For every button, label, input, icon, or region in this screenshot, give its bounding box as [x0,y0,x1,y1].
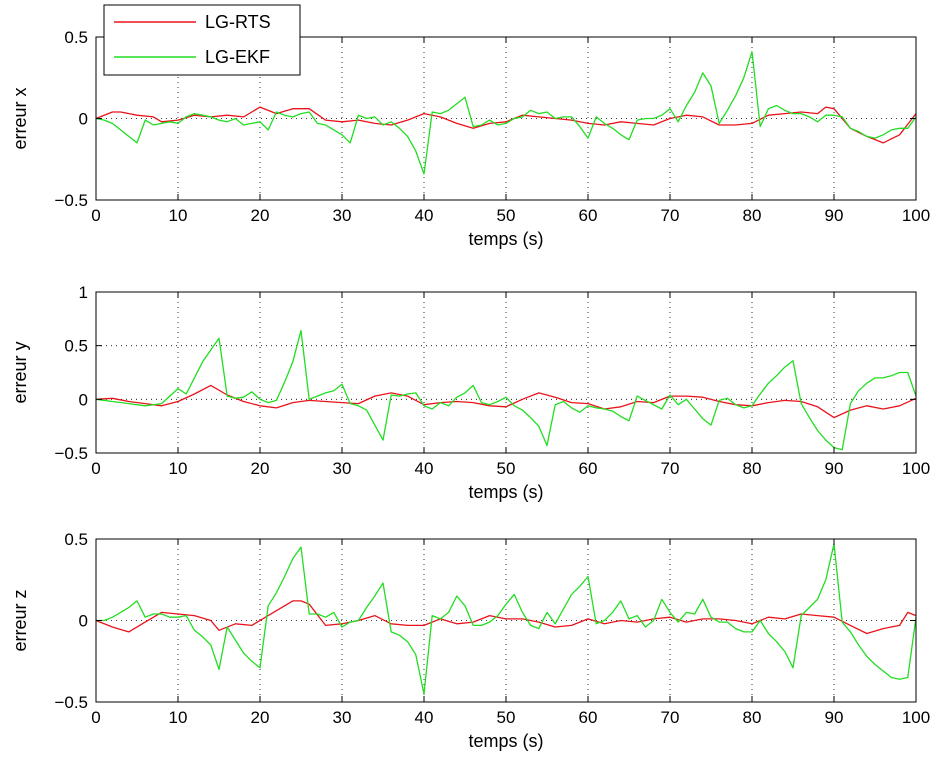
x-tick-label: 80 [743,459,762,478]
x-tick-label: 0 [91,708,100,727]
series-line-lg-ekf [96,543,917,695]
x-tick-label: 60 [579,459,598,478]
series-line-lg-rts [95,600,917,635]
x-axis-label: temps (s) [468,229,543,249]
x-tick-label: 10 [169,206,188,225]
x-tick-label: 0 [91,206,100,225]
x-tick-label: 90 [825,708,844,727]
x-tick-label: 50 [497,708,516,727]
y-tick-label: 0 [79,390,88,409]
x-tick-label: 70 [661,206,680,225]
legend: LG-RTS LG-EKF [103,4,301,76]
y-tick-label: 0 [79,612,88,631]
x-tick-label: 70 [661,459,680,478]
x-tick-label: 10 [169,459,188,478]
x-tick-label: 50 [497,459,516,478]
y-axis-label: erreur x [10,87,30,149]
x-tick-label: 100 [902,206,930,225]
x-tick-label: 50 [497,206,516,225]
y-tick-label: 0.5 [64,337,88,356]
legend-box [103,4,301,76]
x-tick-label: 90 [825,206,844,225]
y-tick-label: −0.5 [54,444,88,463]
x-axis-label: temps (s) [468,482,543,502]
series-line-lg-ekf [95,329,917,451]
x-tick-label: 60 [579,206,598,225]
y-tick-label: −0.5 [54,693,88,712]
x-tick-label: 80 [743,708,762,727]
y-tick-label: 0.5 [64,28,88,47]
x-tick-label: 20 [251,708,270,727]
x-axis-label: temps (s) [468,731,543,751]
x-tick-label: 40 [415,708,434,727]
x-tick-label: 100 [902,708,930,727]
x-tick-label: 10 [169,708,188,727]
x-tick-label: 30 [333,206,352,225]
x-tick-label: 60 [579,708,598,727]
x-tick-label: 30 [333,459,352,478]
x-tick-label: 80 [743,206,762,225]
legend-label-lg-rts: LG-RTS [205,12,271,32]
y-tick-label: 0 [79,110,88,129]
x-tick-label: 100 [902,459,930,478]
y-axis-label: erreur z [10,589,30,651]
x-tick-label: 20 [251,459,270,478]
x-tick-label: 70 [661,708,680,727]
series-line-lg-ekf [95,51,917,175]
x-tick-label: 90 [825,459,844,478]
x-tick-label: 40 [415,459,434,478]
x-tick-label: 40 [415,206,434,225]
series-line-lg-rts [95,106,917,144]
y-tick-label: 0.5 [64,530,88,549]
y-tick-label: −0.5 [54,191,88,210]
y-axis-label: erreur y [10,341,30,403]
x-tick-label: 0 [91,459,100,478]
y-tick-label: 1 [79,283,88,302]
x-tick-label: 30 [333,708,352,727]
x-tick-label: 20 [251,206,270,225]
legend-label-lg-ekf: LG-EKF [205,47,270,67]
